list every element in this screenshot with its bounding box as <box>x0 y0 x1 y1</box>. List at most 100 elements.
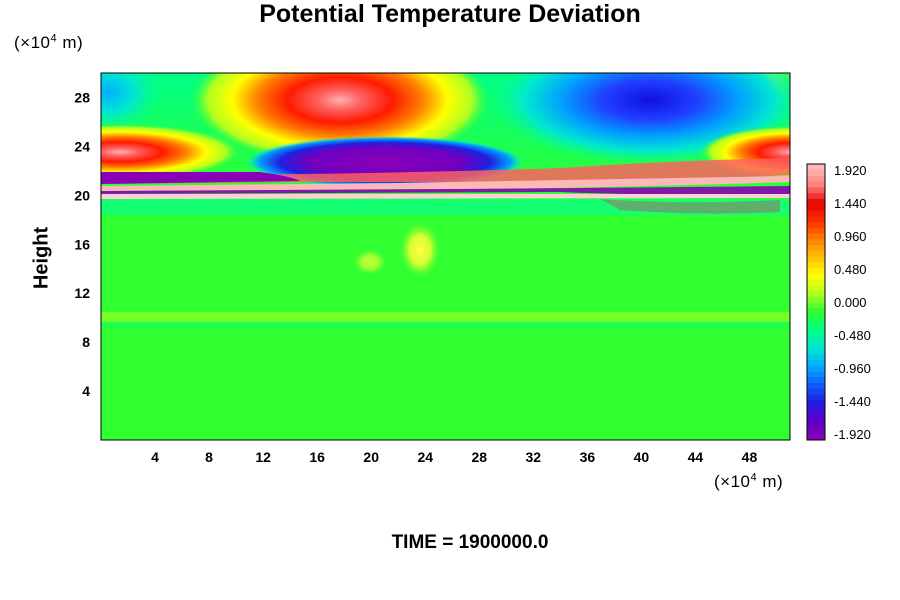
colorbar-swatch <box>807 348 825 355</box>
y-axis-unit: (×104 m) <box>14 33 83 53</box>
convective-plume <box>398 220 442 280</box>
band-pink-lower <box>101 194 790 199</box>
colorbar-swatch <box>807 233 825 240</box>
lower-band-edge <box>101 322 790 327</box>
x-tick-label: 8 <box>205 449 213 465</box>
x-axis-unit: (×104 m) <box>714 472 783 492</box>
colorbar-swatch <box>807 244 825 251</box>
plot-frame <box>100 72 791 441</box>
y-tick-label: 12 <box>74 285 90 301</box>
x-tick-label: 12 <box>255 449 271 465</box>
colorbar-frame <box>806 163 826 441</box>
x-tick-label: 20 <box>363 449 379 465</box>
chart-title: Potential Temperature Deviation <box>259 0 641 28</box>
convective-plume-small <box>352 248 388 276</box>
colorbar-swatch <box>807 359 825 366</box>
warm-cell-left <box>101 124 240 180</box>
y-tick-label: 28 <box>74 89 90 105</box>
colorbar-swatch <box>807 169 825 176</box>
colorbar-swatch <box>807 198 825 205</box>
band-purple <box>101 186 790 195</box>
colorbar-swatch <box>807 307 825 314</box>
colorbar-swatch <box>807 215 825 222</box>
colorbar-swatch <box>807 405 825 412</box>
colorbar-swatch <box>807 399 825 406</box>
colorbar-tick-label: 0.000 <box>834 295 867 310</box>
colorbar <box>806 163 826 441</box>
y-tick-label: 24 <box>74 138 90 154</box>
x-unit-tail: m) <box>757 472 784 491</box>
x-tick-label: 36 <box>580 449 596 465</box>
colorbar-swatch <box>807 388 825 395</box>
colorbar-swatch <box>807 204 825 211</box>
colorbar-swatch <box>807 394 825 401</box>
colorbar-swatch <box>807 175 825 182</box>
colorbar-swatch <box>807 192 825 199</box>
colorbar-swatch <box>807 336 825 343</box>
cold-lobe-top-left <box>101 73 163 134</box>
y-tick-label: 8 <box>82 334 90 350</box>
colorbar-swatch <box>807 238 825 245</box>
colorbar-swatch <box>807 256 825 263</box>
colorbar-swatch <box>807 284 825 291</box>
y-tick-label: 20 <box>74 187 90 203</box>
colorbar-swatch <box>807 227 825 234</box>
colorbar-ticks: 1.920 1.440 0.960 0.480 0.000 -0.480 -0.960 -1.… <box>834 163 871 442</box>
y-unit-exponent: 4 <box>50 32 58 45</box>
colorbar-tick-label: 0.960 <box>834 229 867 244</box>
colorbar-swatch <box>807 422 825 429</box>
x-unit-exponent: 4 <box>750 471 758 484</box>
colorbar-swatch <box>807 371 825 378</box>
y-axis-ticks: 4 8 12 16 20 24 28 <box>74 89 90 399</box>
colorbar-swatch <box>807 325 825 332</box>
colorbar-tick-label: 0.480 <box>834 262 867 277</box>
y-unit-base: (×10 <box>14 33 51 52</box>
colorbar-swatch <box>807 250 825 257</box>
colorbar-swatch <box>807 411 825 418</box>
colorbar-swatch <box>807 164 825 171</box>
colorbar-swatch <box>807 417 825 424</box>
colorbar-swatch <box>807 267 825 274</box>
y-tick-label: 4 <box>82 383 90 399</box>
x-tick-label: 44 <box>688 449 704 465</box>
colorbar-swatch <box>807 434 825 441</box>
x-tick-label: 16 <box>309 449 325 465</box>
colorbar-swatch <box>807 221 825 228</box>
x-tick-label: 4 <box>151 449 159 465</box>
time-label: TIME = 1900000.0 <box>391 532 549 553</box>
colorbar-swatch <box>807 181 825 188</box>
colorbar-swatch <box>807 330 825 337</box>
colorbar-swatch <box>807 319 825 326</box>
heatmap-field <box>101 73 790 440</box>
colorbar-tick-label: -1.920 <box>834 427 871 442</box>
colorbar-tick-label: 1.920 <box>834 163 867 178</box>
x-tick-label: 40 <box>634 449 650 465</box>
y-tick-label: 16 <box>74 236 90 252</box>
colorbar-swatch <box>807 428 825 435</box>
colorbar-swatch <box>807 279 825 286</box>
colorbar-tick-label: -0.480 <box>834 328 871 343</box>
colorbar-swatch <box>807 376 825 383</box>
colorbar-swatch <box>807 382 825 389</box>
band-pink <box>101 176 790 191</box>
colorbar-swatch <box>807 342 825 349</box>
colorbar-swatch <box>807 273 825 280</box>
band-purple-left <box>101 172 300 184</box>
x-axis-ticks: 4 8 12 16 20 24 28 32 36 40 44 48 <box>151 449 757 465</box>
x-unit-base: (×10 <box>714 472 751 491</box>
colorbar-swatch <box>807 187 825 194</box>
colorbar-swatch <box>807 261 825 268</box>
band-cyan-lower <box>101 199 790 215</box>
colorbar-swatch <box>807 365 825 372</box>
x-tick-label: 48 <box>742 449 758 465</box>
lower-band <box>101 312 790 322</box>
colorbar-tick-label: -0.960 <box>834 361 871 376</box>
colorbar-swatch <box>807 290 825 297</box>
colorbar-swatch <box>807 353 825 360</box>
colorbar-swatch <box>807 302 825 309</box>
colorbar-swatch <box>807 296 825 303</box>
x-tick-label: 32 <box>526 449 542 465</box>
colorbar-tick-label: 1.440 <box>834 196 867 211</box>
colorbar-tick-label: -1.440 <box>834 394 871 409</box>
